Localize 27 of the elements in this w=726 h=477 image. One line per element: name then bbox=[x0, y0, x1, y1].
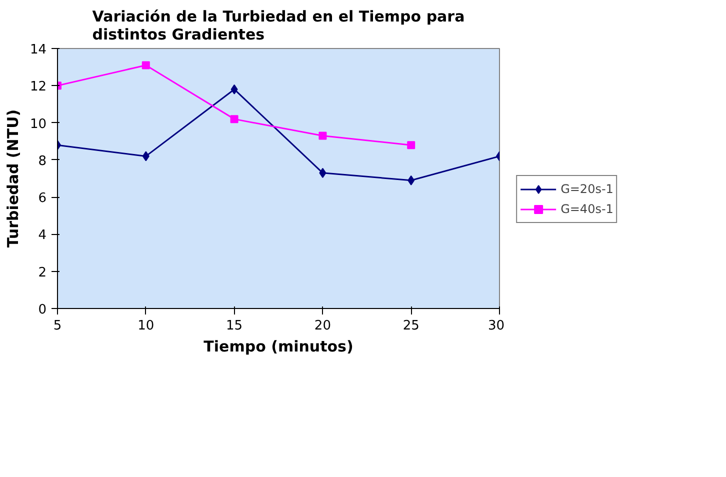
y-axis-title: Turbiedad (NTU) bbox=[4, 109, 22, 248]
point bbox=[318, 132, 327, 140]
point bbox=[408, 175, 415, 186]
x-tick-label: 15 bbox=[226, 318, 243, 334]
y-tick-label: 10 bbox=[30, 116, 47, 132]
legend-label: G=20s-1 bbox=[560, 182, 614, 196]
x-tick-label: 20 bbox=[314, 318, 331, 334]
y-tick-label: 0 bbox=[38, 302, 47, 318]
chart-title: Variación de la Turbiedad en el Tiempo para distintos Gradientes bbox=[92, 8, 465, 44]
point bbox=[319, 168, 326, 178]
point bbox=[142, 151, 150, 162]
point bbox=[142, 61, 150, 70]
y-tick-label: 12 bbox=[30, 80, 47, 95]
y-tick-label: 6 bbox=[38, 191, 47, 206]
y-tick-label: 2 bbox=[38, 265, 47, 280]
x-tick-label: 5 bbox=[53, 318, 62, 334]
x-axis-title: Tiempo (minutos) bbox=[204, 338, 354, 356]
legend-label: G=40s-1 bbox=[560, 202, 614, 216]
x-tick-label: 25 bbox=[402, 318, 420, 334]
point bbox=[230, 115, 238, 124]
y-tick-label: 8 bbox=[38, 154, 47, 169]
point bbox=[230, 84, 238, 94]
y-tick-label: 14 bbox=[30, 42, 47, 58]
x-tick-label: 10 bbox=[138, 318, 154, 334]
y-tick-label: 4 bbox=[38, 228, 47, 244]
point bbox=[407, 141, 416, 150]
x-tick-label: 30 bbox=[488, 318, 505, 334]
